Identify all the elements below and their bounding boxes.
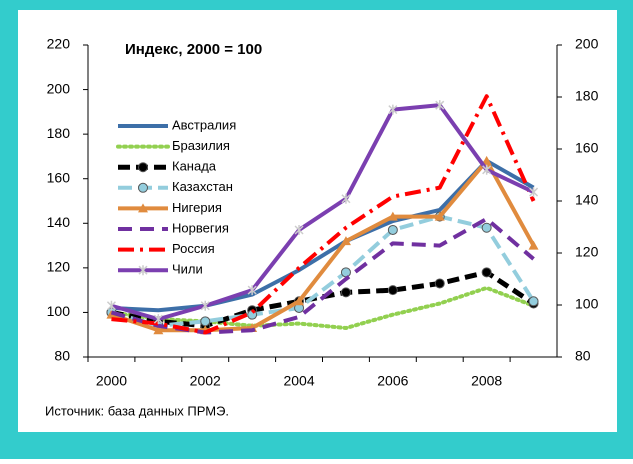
point xyxy=(138,162,148,173)
y2-tick-label: 160 xyxy=(575,140,599,156)
legend-label: Норвегия xyxy=(172,220,229,235)
point xyxy=(153,314,163,325)
y-tick-label: 220 xyxy=(47,36,71,52)
point xyxy=(434,278,445,289)
point xyxy=(138,265,148,276)
series-line xyxy=(110,214,536,328)
x-tick-label: 2006 xyxy=(377,373,408,389)
x-tick-label: 2008 xyxy=(471,373,502,389)
point xyxy=(529,187,539,198)
x-tick-label: 2000 xyxy=(96,373,127,389)
point xyxy=(482,164,492,175)
point xyxy=(388,104,398,115)
y-tick-label: 160 xyxy=(47,169,71,185)
point xyxy=(528,296,539,307)
point xyxy=(387,211,398,221)
point xyxy=(138,182,148,193)
series-line xyxy=(109,285,536,331)
y-tick-label: 120 xyxy=(47,259,71,275)
y2-tick-label: 140 xyxy=(575,192,599,208)
legend-label: Канада xyxy=(172,159,217,174)
series-line xyxy=(111,94,536,335)
point xyxy=(200,316,211,327)
y-tick-label: 180 xyxy=(47,125,71,141)
point xyxy=(528,240,539,250)
y2-tick-label: 180 xyxy=(575,88,599,104)
y-tick-label: 140 xyxy=(47,214,71,230)
source-note: Источник: база данных ПРМЭ. xyxy=(45,403,229,418)
point xyxy=(106,300,116,311)
point xyxy=(153,325,164,335)
legend-label: Чили xyxy=(172,262,203,277)
y2-tick-label: 80 xyxy=(575,348,591,364)
y-tick-label: 80 xyxy=(54,348,70,364)
y2-tick-label: 200 xyxy=(575,36,599,52)
y2-tick-label: 120 xyxy=(575,244,599,260)
legend-label: Россия xyxy=(172,241,215,256)
chart-title: Индекс, 2000 = 100 xyxy=(125,41,262,58)
point xyxy=(481,155,492,165)
legend-label: Бразилия xyxy=(172,138,230,153)
point xyxy=(387,224,398,235)
point xyxy=(434,211,445,221)
point xyxy=(387,285,398,296)
legend-label: Нигерия xyxy=(172,200,222,215)
point xyxy=(340,236,351,246)
x-tick-label: 2002 xyxy=(190,373,221,389)
panel xyxy=(18,10,617,432)
legend-label: Австралия xyxy=(172,117,236,132)
point xyxy=(138,203,148,213)
y-tick-label: 200 xyxy=(47,80,71,96)
point xyxy=(200,300,210,311)
point xyxy=(340,287,351,298)
point xyxy=(481,267,492,278)
series-line xyxy=(110,103,535,322)
point xyxy=(340,267,351,278)
point xyxy=(247,285,257,296)
y-tick-label: 100 xyxy=(47,303,71,319)
point xyxy=(435,100,445,111)
y2-tick-label: 100 xyxy=(575,296,599,312)
point xyxy=(341,193,351,204)
point xyxy=(481,222,492,233)
point xyxy=(294,224,304,235)
x-tick-label: 2004 xyxy=(283,373,314,389)
series-line xyxy=(111,158,535,313)
point xyxy=(294,296,305,306)
legend-label: Казахстан xyxy=(172,179,233,194)
